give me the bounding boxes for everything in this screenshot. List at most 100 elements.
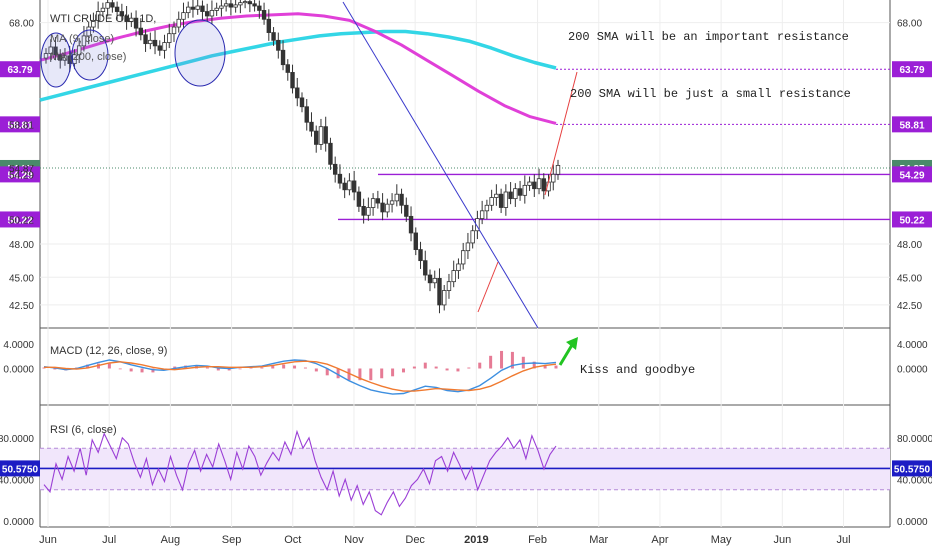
candle-body: [271, 32, 276, 41]
candle-body: [285, 64, 290, 73]
price-right-tick: 48.00: [897, 240, 922, 251]
candle-body: [442, 290, 447, 306]
price-left-tick: 42.50: [9, 301, 34, 312]
candle-body: [280, 49, 286, 66]
ma-label-b: MA (200, close): [50, 51, 126, 63]
candle-body: [252, 3, 257, 7]
macd-histogram-bar: [347, 368, 351, 381]
macd-left-tick: 0.0000: [3, 365, 34, 376]
candle-body: [503, 191, 509, 208]
macd-histogram-bar: [118, 368, 122, 370]
candle-body: [299, 97, 305, 108]
price-badge-left-text: 54.29: [7, 170, 32, 181]
candle-body: [437, 277, 442, 306]
candle-body: [446, 281, 452, 291]
rsi-badge-left: [0, 460, 40, 477]
macd-histogram-bar: [380, 368, 384, 379]
candle-body: [86, 26, 91, 37]
price-right-tick: 68.00: [897, 19, 922, 30]
macd-label: MACD (12, 26, close, 9): [50, 345, 167, 357]
macd-histogram-bar: [467, 367, 471, 369]
price-right-tick: 42.50: [897, 301, 922, 312]
price-badge-right: [892, 166, 932, 183]
price-left-tick: 54.87: [9, 164, 34, 175]
x-tick-label: Sep: [222, 534, 242, 546]
candle-body: [527, 181, 532, 186]
rsi-left-tick: 80.0000: [0, 434, 34, 445]
candle-body: [152, 39, 158, 47]
rsi-layer: [40, 429, 890, 516]
macd-histogram-bar: [86, 364, 90, 369]
macd-histogram-bar: [358, 368, 362, 381]
price-badge-left: [0, 116, 40, 133]
candle-body: [309, 121, 314, 132]
macd-histogram-bar: [151, 368, 155, 373]
candle-body: [332, 163, 338, 175]
candle-body: [261, 10, 267, 20]
candle-body: [498, 193, 504, 208]
candle-body: [423, 260, 428, 276]
macd-histogram-bar: [205, 367, 209, 369]
candle-body: [380, 202, 385, 213]
candle-body: [81, 35, 87, 47]
green-arrow-shaft: [558, 344, 574, 366]
macd-line: [43, 359, 557, 395]
x-tick-label: May: [711, 534, 732, 546]
macd-histogram-bar: [500, 350, 504, 369]
candle-body: [314, 130, 319, 145]
trend-line-down: [342, 1, 539, 329]
macd-histogram-bar: [456, 368, 460, 372]
x-tick-label: Jun: [773, 534, 791, 546]
candle-body: [167, 33, 172, 43]
candle-body: [58, 54, 63, 61]
candle-body: [347, 180, 352, 191]
highlight-circle: [71, 29, 109, 81]
candle-body: [494, 193, 499, 198]
rsi-right-tick: 0.0000: [897, 517, 928, 528]
candle-body: [370, 198, 376, 208]
rsi-right-tick: 80.0000: [897, 434, 932, 445]
candle-body: [342, 182, 347, 191]
macd-histogram-bar: [238, 368, 242, 370]
macd-histogram-bar: [314, 368, 318, 372]
x-tick-label: Aug: [161, 534, 181, 546]
candle-body: [171, 26, 177, 35]
macd-histogram-bar: [53, 368, 57, 370]
macd-histogram-bar: [173, 366, 177, 369]
candle-body: [337, 173, 343, 184]
candle-body: [551, 173, 556, 183]
candle-body: [295, 87, 300, 99]
price-badge-left: [0, 61, 40, 78]
macd-histogram-bar: [249, 367, 253, 369]
candle-body: [276, 39, 281, 51]
candle-body: [413, 232, 418, 250]
candle-body: [304, 106, 309, 123]
price-left-tick: 58.81: [9, 120, 34, 131]
candle-body: [91, 19, 96, 28]
candle-body: [219, 5, 224, 9]
candle-body: [242, 1, 248, 4]
macd-histogram-bar: [489, 355, 493, 369]
highlight-circle: [40, 32, 72, 88]
price-badge-left-text: 63.79: [7, 65, 32, 76]
candle-body: [399, 193, 404, 206]
candle-body: [513, 188, 518, 200]
candle-body: [361, 205, 366, 216]
macd-histogram-bar: [445, 368, 449, 371]
highlight-circle: [174, 19, 226, 87]
candle-body: [114, 6, 120, 12]
candle-body: [351, 180, 357, 193]
candle-body: [228, 3, 234, 8]
grid-layer: [39, 0, 891, 528]
price-badge-right-text: 50.22: [899, 215, 924, 226]
candle-body: [375, 198, 381, 204]
price-badge-right-text: 58.81: [899, 120, 924, 131]
macd-histogram-bar: [434, 366, 438, 369]
macd-histogram-bar: [554, 365, 558, 369]
macd-histogram-bar: [369, 368, 373, 381]
price-badge-right-text: 63.79: [899, 65, 924, 76]
macd-histogram-bar: [303, 367, 307, 369]
candle-body: [257, 5, 262, 11]
